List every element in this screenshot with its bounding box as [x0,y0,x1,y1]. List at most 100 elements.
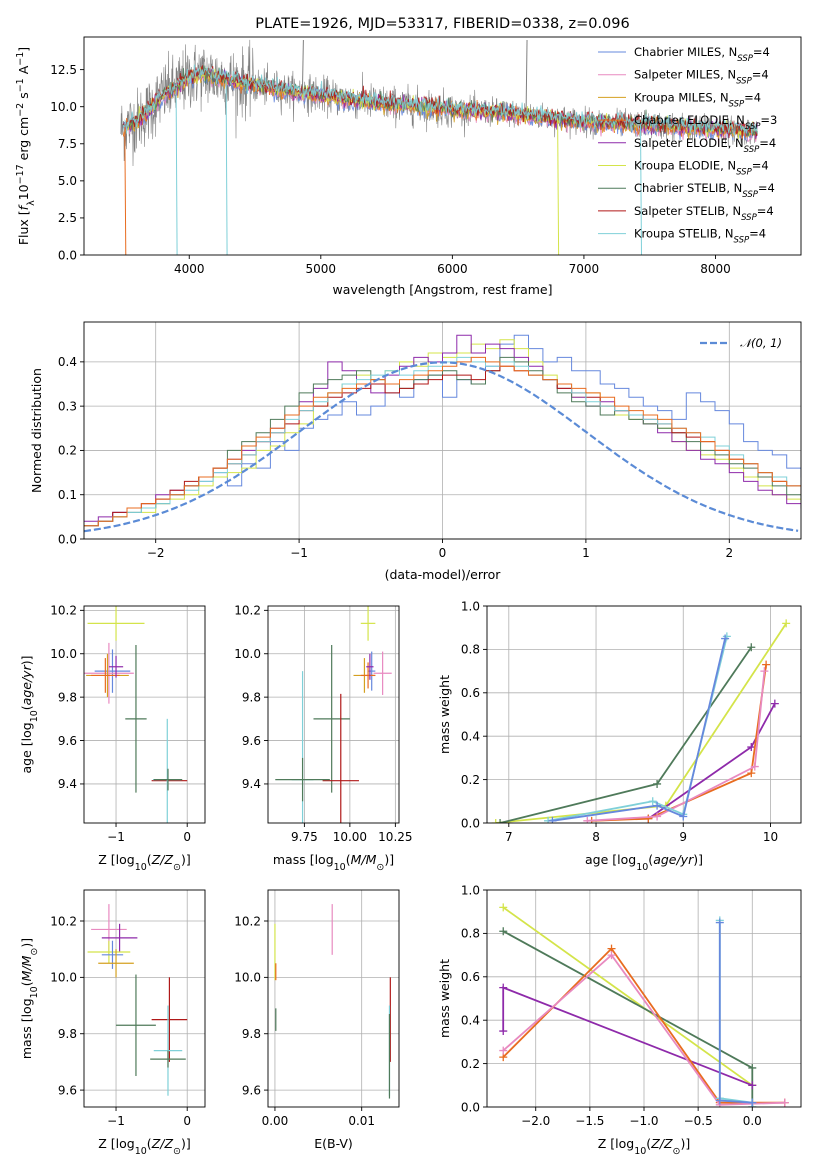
x-tick-label: 6000 [437,262,468,276]
y-tick-label: 10.2 [50,914,77,928]
mass-vs-Z-gridlines [84,890,205,1107]
axes-frame [83,36,802,256]
x-tick-label: 10 [763,830,778,844]
legend-entry: Kroupa MILES, NSSP=4 [634,90,761,109]
x-tick-label: −1 [107,830,125,844]
x-axis-label: mass [log10(M/M⊙)] [273,852,394,873]
y-tick-label: 0.0 [461,816,480,830]
x-axis-label: wavelength [Angstrom, rest frame] [332,282,552,297]
spectrum-spike-line [175,87,178,255]
x-tick-label: 7 [505,830,513,844]
y-tick-label: 0.4 [461,1014,480,1028]
y-tick-label: 10.0 [234,971,261,985]
y-tick-label: 0.6 [461,970,480,984]
weight-vs-Z-plot-area [499,903,789,1107]
legend-entry: Chabrier STELIB, NSSP=4 [634,181,775,200]
y-tick-label: 2.5 [58,211,77,225]
age-vs-mass-gridlines [268,606,399,823]
x-tick-label: 0 [439,546,447,560]
mass-weight-marker [750,762,759,771]
mass-vs-Z-panel: −1 0 9.6 9.8 10.0 10.2 Z [log10(Z/Z⊙)] mass [lo… [19,889,206,1157]
mass-weight-line [502,906,753,1087]
mass-weight-marker [770,699,779,708]
axes-frame [83,889,206,1108]
histogram-step-line [84,334,801,522]
y-tick-label: 9.6 [242,734,261,748]
legend-entry: Chabrier ELODIE, NSSP=3 [634,113,777,132]
x-axis-label: age [log10(age/yr)] [585,852,703,873]
mass-weight-marker [715,918,724,927]
histogram-step-line [84,356,801,527]
axes-frame [267,889,400,1108]
y-tick-label: 1.0 [461,883,480,897]
y-tick-label: 0.8 [461,927,480,941]
axes-frame [83,321,802,540]
y-tick-label: 9.4 [242,777,261,791]
mass-weight-marker [648,797,657,806]
x-tick-label: 0 [183,1114,191,1128]
mass-weight-marker [548,816,557,823]
x-tick-label: 0.00 [262,1114,289,1128]
y-tick-label: 9.8 [242,690,261,704]
mass-weight-line [547,636,728,822]
spectrum-spike-line [525,39,528,116]
mass-weight-marker [748,1063,757,1072]
x-axis-label: Z [log10(Z/Z⊙)] [98,852,191,873]
y-axis-label: Normed distribution [29,368,44,493]
y-tick-label: 12.5 [50,63,77,77]
age-vs-Z-gridlines [84,606,205,823]
mass-weight-marker [760,667,769,676]
y-tick-label: 9.6 [58,734,77,748]
residuals-panel: −2 −1 0 1 2 0.0 0.1 0.2 0.3 0.4 (data-model)/error… [29,321,802,582]
x-tick-label: 8 [592,830,600,844]
x-tick-label: 4000 [174,262,205,276]
y-tick-label: 9.6 [58,1083,77,1097]
x-axis-label: Z [log10(Z/Z⊙)] [98,1136,191,1157]
mass-weight-line [502,986,753,1087]
spectrum-spike-line [301,39,304,93]
spectrum-spike-line [639,124,642,255]
mass-weight-marker [653,801,662,810]
mass-weight-line [499,646,753,823]
mass-weight-marker [499,1046,508,1055]
x-tick-label: 0.0 [743,1114,762,1128]
y-tick-label: 0.6 [461,686,480,700]
y-axis-label: mass weight [437,675,452,754]
y-tick-label: 0.2 [461,1057,480,1071]
legend-entry: Kroupa ELODIE, NSSP=4 [634,159,769,178]
y-tick-label: 10.0 [50,971,77,985]
histogram-step-line [84,356,801,527]
y-tick-label: 10.2 [234,914,261,928]
mass-weight-marker [644,814,653,823]
y-tick-label: 0.0 [461,1100,480,1114]
legend-entry: Salpeter ELODIE, NSSP=4 [634,136,776,155]
mass-weight-marker [748,1098,757,1107]
axes-frame [486,889,802,1108]
mass-vs-EBV-panel: 0.00 0.01 9.6 9.8 10.0 10.2 E(B-V) [234,889,400,1151]
y-tick-label: 5.0 [58,174,77,188]
x-tick-label: −2 [147,546,165,560]
mass-weight-marker [748,1081,757,1090]
axes-frame [83,605,206,824]
weight-vs-age-gridlines [487,605,801,824]
mass-weight-marker [780,1098,789,1107]
mass-weight-marker [583,816,592,823]
mass-weight-marker [491,819,500,823]
mass-weight-marker [499,927,508,936]
x-tick-label: 10.00 [333,830,367,844]
chart-title: PLATE=1926, MJD=53317, FIBERID=0338, z=0… [255,16,629,32]
mass-weight-marker [747,769,756,778]
y-tick-label: 10.0 [234,647,261,661]
x-tick-label: 1 [582,546,590,560]
spectrum-spike-line [225,79,228,255]
x-tick-label: 10.25 [378,830,412,844]
y-tick-label: 9.8 [58,1027,77,1041]
weight-vs-age-panel: 7 8 9 10 0.0 0.2 0.4 0.6 0.8 1.0 age [log10(age/yr… [437,599,802,873]
mass-weight-marker [499,983,508,992]
mass-weight-marker [721,634,730,643]
y-tick-label: 9.8 [58,690,77,704]
y-tick-label: 0.8 [461,643,480,657]
age-vs-mass-plot-area [275,606,392,823]
mass-weight-marker [762,660,771,669]
spectrum-spike-line [124,127,127,255]
